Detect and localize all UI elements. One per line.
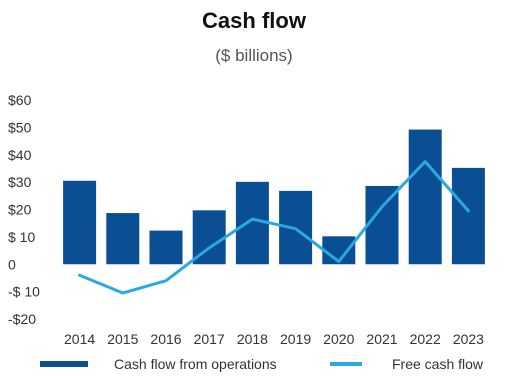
y-tick-label: 0 <box>8 256 16 272</box>
x-tick-label: 2022 <box>410 331 441 347</box>
legend: Cash flow from operations Free cash flow <box>0 356 508 376</box>
free-cash-flow-line <box>78 160 470 295</box>
bar-2023 <box>451 167 485 265</box>
x-tick-label: 2021 <box>366 331 397 347</box>
legend-label-operations: Cash flow from operations <box>114 356 277 372</box>
line-series <box>78 160 470 295</box>
bar-2021 <box>365 185 399 265</box>
bar-series <box>63 129 485 265</box>
legend-swatch-bar <box>40 361 88 367</box>
y-tick-label: -$20 <box>8 311 36 327</box>
legend-swatch-line <box>330 362 362 366</box>
legend-item-operations: Cash flow from operations <box>40 356 277 372</box>
chart-subtitle: ($ billions) <box>215 46 293 65</box>
bar-2015 <box>106 213 140 265</box>
y-tick-label: $40 <box>8 147 32 163</box>
x-tick-label: 2023 <box>453 331 484 347</box>
legend-label-free-cash-flow: Free cash flow <box>392 356 484 372</box>
y-tick-label: $50 <box>8 119 32 135</box>
bar-2016 <box>149 230 183 265</box>
x-tick-label: 2017 <box>194 331 225 347</box>
y-tick-label: $ 10 <box>8 229 35 245</box>
x-axis: 2014 2015 2016 2017 2018 2019 2020 2021 2022 2023 <box>64 331 484 347</box>
y-axis: -$20 -$ 10 0 $ 10 $20 $30 $40 $50 $60 <box>8 92 40 327</box>
chart-title: Cash flow <box>202 8 306 33</box>
bar-2022 <box>408 129 442 265</box>
y-tick-label: $30 <box>8 174 32 190</box>
legend-item-free-cash-flow: Free cash flow <box>330 356 483 372</box>
x-tick-label: 2015 <box>107 331 138 347</box>
x-tick-label: 2014 <box>64 331 95 347</box>
y-tick-label: $60 <box>8 92 32 108</box>
bar-2014 <box>63 180 97 265</box>
y-tick-label: $20 <box>8 202 32 218</box>
x-tick-label: 2020 <box>323 331 354 347</box>
x-tick-label: 2018 <box>237 331 268 347</box>
y-tick-label: -$ 10 <box>8 284 40 300</box>
x-tick-label: 2019 <box>280 331 311 347</box>
x-tick-label: 2016 <box>150 331 181 347</box>
